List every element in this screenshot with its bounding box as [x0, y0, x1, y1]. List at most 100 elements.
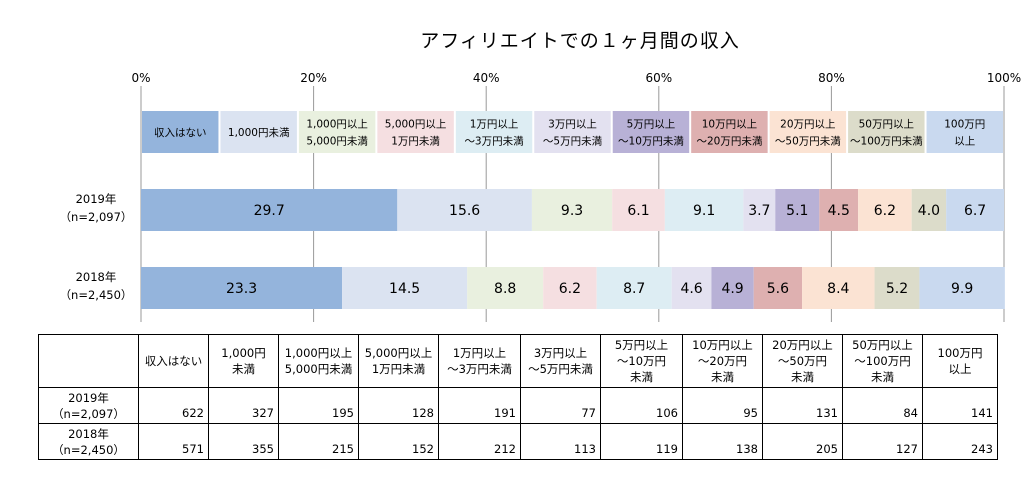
table-cell: 571	[138, 423, 209, 460]
legend-swatch	[377, 111, 454, 153]
bar-segment	[919, 267, 1005, 309]
data-label: 9.9	[951, 281, 973, 297]
bar-segment	[911, 189, 947, 231]
table-cell: 131	[762, 387, 843, 424]
bar-segment	[671, 267, 712, 309]
legend-swatch	[298, 111, 376, 153]
table-row-label: 2019年 （n=2,097）	[38, 387, 139, 424]
legend-label: ～100万円未満	[850, 136, 923, 148]
data-label: 9.1	[693, 203, 715, 219]
legend-swatch	[455, 111, 533, 153]
bar-segment	[874, 267, 920, 309]
bar-segment	[711, 267, 754, 309]
bar-segment	[612, 189, 665, 231]
legend-swatch	[534, 111, 611, 153]
table-row: 2019年 （n=2,097） 622 327 195 128 191 77 106 95 131 8…	[38, 387, 998, 424]
x-tick-label: 40%	[473, 71, 500, 85]
table-cell: 141	[922, 387, 998, 424]
series-label: （n=2,097）	[60, 210, 133, 224]
table-corner-cell	[38, 334, 139, 388]
table-header-cell: 50万円以上 ～100万円 未満	[842, 334, 923, 388]
bar-segment	[531, 189, 613, 231]
table-cell: 127	[842, 423, 923, 460]
legend-swatch	[926, 111, 1003, 153]
table-header-cell: 5万円以上 ～10万円 未満	[600, 334, 683, 388]
legend-label: ～20万円未満	[696, 136, 762, 148]
table-cell: 138	[682, 423, 763, 460]
legend-label: ～50万円未満	[775, 136, 841, 148]
legend-label: 5,000円以上	[385, 119, 447, 131]
bar-segment	[141, 267, 343, 309]
legend-label: ～10万円未満	[618, 136, 684, 148]
x-tick-label: 80%	[818, 71, 845, 85]
legend-swatch	[691, 111, 768, 153]
legend-label: 1万円未満	[391, 136, 440, 148]
data-label: 4.6	[680, 281, 702, 297]
data-label: 29.7	[254, 203, 285, 219]
data-label: 4.0	[918, 203, 940, 219]
data-label: 8.7	[623, 281, 645, 297]
table-cell: 327	[208, 387, 279, 424]
table-header-cell: 収入はない	[138, 334, 209, 388]
table-header-row: 収入はない 1,000円 未満 1,000円以上 5,000円未満 5,000円以上 1万円…	[38, 334, 998, 388]
series-label: 2018年	[76, 270, 117, 284]
table-header-cell: 1,000円以上 5,000円未満	[278, 334, 359, 388]
legend-label: 以上	[954, 136, 975, 148]
legend-label: 1,000円以上	[306, 119, 368, 131]
table-cell: 84	[842, 387, 923, 424]
table-cell: 128	[358, 387, 439, 424]
bar-segment	[819, 189, 859, 231]
series-label: 2019年	[76, 192, 117, 206]
bar-segment	[743, 189, 776, 231]
legend-swatch	[612, 111, 690, 153]
legend-swatch	[220, 111, 297, 153]
table-cell: 205	[762, 423, 843, 460]
data-label: 5.1	[786, 203, 808, 219]
bar-segment	[664, 189, 744, 231]
table-cell: 119	[600, 423, 683, 460]
data-label: 3.7	[748, 203, 770, 219]
data-label: 14.5	[389, 281, 420, 297]
legend-label: 10万円以上	[702, 119, 757, 131]
legend-swatch	[142, 111, 219, 153]
legend-label: 1,000円未満	[228, 127, 290, 139]
table-cell: 215	[278, 423, 359, 460]
x-tick-label: 20%	[300, 71, 327, 85]
data-label: 4.5	[828, 203, 850, 219]
data-label: 4.9	[721, 281, 743, 297]
data-label: 6.2	[874, 203, 896, 219]
bar-segment	[543, 267, 597, 309]
legend-swatch	[769, 111, 847, 153]
table-cell: 212	[438, 423, 521, 460]
table-cell: 195	[278, 387, 359, 424]
table-header-cell: 1万円以上 ～3万円未満	[438, 334, 521, 388]
data-label: 6.1	[627, 203, 649, 219]
bar-segment	[596, 267, 672, 309]
legend-label: 20万円以上	[780, 119, 835, 131]
series-label: （n=2,450）	[60, 288, 133, 302]
data-label: 9.3	[561, 203, 583, 219]
table-header-cell: 3万円以上 ～5万円未満	[520, 334, 601, 388]
legend-label: 収入はない	[154, 127, 207, 139]
table-cell: 243	[922, 423, 998, 460]
table-header-cell: 100万円 以上	[922, 334, 998, 388]
legend-label: 5万円以上	[627, 119, 676, 131]
table-cell: 152	[358, 423, 439, 460]
table-header-cell: 1,000円 未満	[208, 334, 279, 388]
chart-title: アフィリエイトでの１ヶ月間の収入	[420, 30, 740, 52]
bar-segment	[946, 189, 1004, 231]
table-row: 2018年 （n=2,450） 571 355 215 152 212 113 119 138 20…	[38, 423, 998, 460]
bar-segment	[141, 189, 398, 231]
bar-segment	[467, 267, 544, 309]
bar-segment	[802, 267, 875, 309]
legend-label: ～5万円未満	[543, 136, 603, 148]
stacked-bar-chart: 0% 20% 40% 60% 80% 100% 収入はない 1,000円未満 1,000円以上 5…	[60, 71, 1021, 322]
legend-label: ～3万円未満	[464, 136, 524, 148]
bar-segment	[858, 189, 912, 231]
legend-label: 5,000円未満	[306, 136, 368, 148]
table-cell: 191	[438, 387, 521, 424]
x-tick-label: 60%	[645, 71, 672, 85]
data-label: 6.2	[559, 281, 581, 297]
legend-label: 3万円以上	[548, 119, 597, 131]
legend-label: 1万円以上	[470, 119, 519, 131]
